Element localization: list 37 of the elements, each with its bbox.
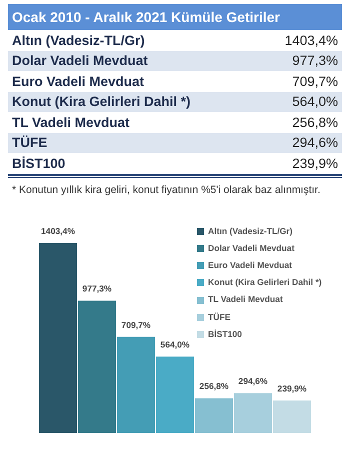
text: Dolar Vadeli Mevduat: [12, 53, 148, 68]
text: BİST100: [12, 156, 66, 171]
text: 977,3%: [292, 53, 338, 68]
chart-title: Ocak 2010 - Aralık 2021 Kümüle Getiriler: [8, 4, 342, 30]
text: * Konutun yıllık kira geliri, konut fiyatının %5'i olarak baz alınmıştır.: [11, 182, 322, 198]
legend-label: TÜFE: [208, 312, 230, 322]
bar: [156, 356, 194, 432]
text: 256,8%: [292, 114, 338, 130]
legend-label: Euro Vadeli Mevduat: [208, 260, 292, 270]
data-label: 564,0%: [160, 339, 190, 350]
legend-label: Altın (Vadesiz-TL/Gr): [208, 226, 293, 236]
bar: [78, 300, 116, 432]
data-label: 239,9%: [277, 383, 307, 394]
bar: [195, 398, 233, 432]
legend-label: Konut (Kira Gelirleri Dahil *): [208, 277, 322, 288]
legend-label: Dolar Vadeli Mevduat: [208, 242, 294, 253]
text: 564,0%: [292, 94, 338, 110]
text: 294,6%: [292, 135, 338, 150]
text: 1403,4%: [284, 32, 338, 48]
text: Euro Vadeli Mevduat: [12, 74, 144, 89]
data-label: 256,8%: [199, 380, 229, 391]
data-label: 977,3%: [82, 283, 112, 294]
bar: [234, 392, 272, 432]
bar: [117, 336, 155, 432]
text: TL Vadeli Mevduat: [12, 114, 130, 130]
text: TÜFE: [12, 135, 48, 150]
data-label: 294,6%: [238, 376, 268, 386]
legend-label: TL Vadeli Mevduat: [208, 294, 283, 304]
text: Altın (Vadesiz-TL/Gr): [12, 32, 145, 48]
data-label: 1403,4%: [41, 226, 76, 236]
bar: [273, 400, 311, 432]
bar: [39, 242, 77, 432]
text: Konut (Kira Gelirleri Dahil *): [12, 94, 191, 110]
text: 239,9%: [292, 156, 338, 171]
data-label: 709,7%: [121, 319, 151, 330]
text: 709,7%: [292, 74, 338, 89]
legend-label: BİST100: [208, 328, 242, 339]
